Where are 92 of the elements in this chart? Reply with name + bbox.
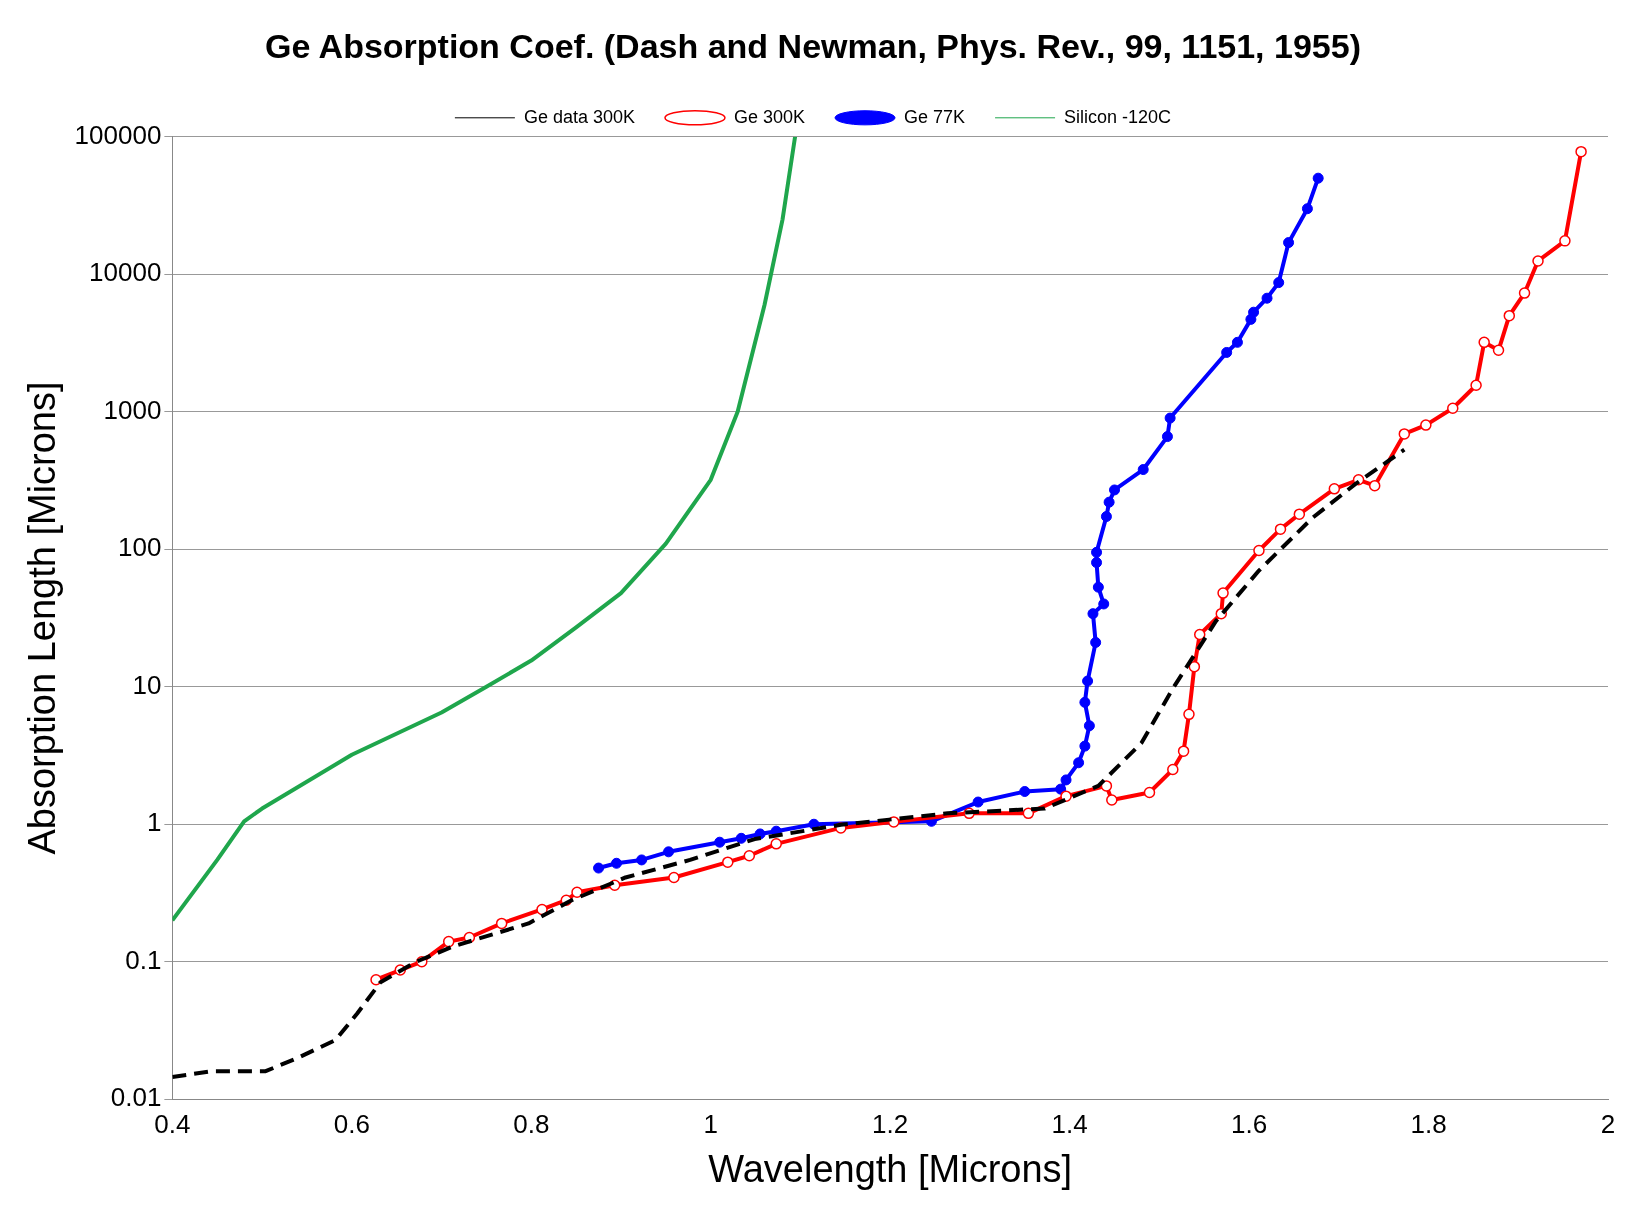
legend-label: Silicon -120C [1064, 106, 1172, 127]
point [1167, 763, 1179, 776]
legend-label: Ge 77K [904, 106, 966, 127]
x-tick-label: 1.2 [872, 1108, 909, 1139]
x-tick-label: 1.8 [1410, 1108, 1447, 1139]
point [1091, 546, 1103, 558]
point [1055, 783, 1067, 795]
point [1575, 145, 1587, 158]
point [636, 854, 648, 866]
x-tick-label: 2 [1600, 1108, 1616, 1139]
point [668, 871, 680, 884]
chart-title: Ge Absorption Coef. (Dash and Newman, Phys. Rev., 99, 1151, 1955) [265, 26, 1361, 65]
point [536, 903, 548, 916]
point [442, 935, 455, 948]
x-tick-label: 0.8 [513, 1108, 550, 1139]
line-series [172, 447, 1407, 1080]
point [1368, 479, 1381, 492]
x-tick-label: 1 [703, 1108, 718, 1139]
y-tick-label: 0.1 [125, 944, 162, 975]
point [1183, 708, 1195, 721]
point [1470, 379, 1482, 391]
point [611, 857, 623, 869]
y-tick-label: 1 [146, 807, 162, 838]
point [1193, 628, 1206, 641]
point [743, 849, 756, 862]
point [1019, 786, 1031, 797]
y-tick-label: 100000 [74, 119, 162, 150]
point [1083, 720, 1095, 732]
y-tick-label: 10000 [89, 257, 162, 288]
point [1164, 412, 1176, 424]
point [1221, 346, 1233, 358]
point [571, 886, 583, 899]
y-tick-label: 1000 [103, 394, 162, 425]
point [722, 856, 734, 868]
point [663, 846, 675, 858]
point [1253, 544, 1265, 557]
point [1082, 675, 1094, 687]
point [1261, 292, 1273, 304]
point [1273, 277, 1285, 289]
point [1103, 496, 1115, 508]
point [1022, 807, 1035, 820]
point [1098, 598, 1110, 610]
point [1092, 581, 1104, 593]
y-tick-label: 100 [117, 532, 162, 563]
y-axis-title: Absorption Length [Microns] [21, 381, 64, 855]
point [1503, 309, 1516, 322]
point [1312, 172, 1324, 184]
x-tick-label: 0.6 [333, 1108, 370, 1139]
point [370, 973, 382, 986]
point [1079, 696, 1091, 708]
point [1447, 402, 1459, 415]
legend-label: Ge 300K [733, 106, 806, 127]
point [1100, 511, 1112, 523]
point [1301, 203, 1313, 215]
point [770, 838, 782, 850]
point [1283, 237, 1295, 249]
point [1106, 794, 1118, 806]
point [1492, 344, 1505, 357]
point [735, 832, 747, 844]
point [1518, 287, 1531, 299]
point [1161, 431, 1173, 443]
point [1293, 508, 1306, 520]
point [1398, 428, 1411, 440]
point [1090, 636, 1102, 648]
point [972, 796, 984, 808]
point [1478, 336, 1490, 349]
point [1137, 464, 1149, 476]
point [1559, 235, 1571, 247]
point [1274, 523, 1287, 535]
x-tick-label: 1.4 [1051, 1108, 1088, 1139]
x-axis-title: Wavelength [Microns] [708, 1147, 1073, 1190]
point [1328, 483, 1341, 495]
point [1420, 419, 1432, 431]
point [1248, 306, 1260, 318]
point [1231, 336, 1243, 348]
y-tick-label: 10 [132, 669, 162, 700]
point [1079, 740, 1091, 752]
point [1073, 757, 1085, 769]
point [1091, 557, 1103, 569]
x-tick-label: 1.6 [1231, 1108, 1268, 1139]
point [1087, 608, 1099, 620]
point [1060, 774, 1072, 786]
point [1188, 660, 1201, 673]
point [1143, 786, 1156, 799]
point [495, 917, 508, 930]
point [1177, 745, 1190, 757]
point [593, 862, 605, 874]
point [714, 836, 726, 848]
point [1532, 255, 1544, 267]
point [1217, 587, 1229, 599]
legend-label: Ge data 300K [523, 106, 635, 127]
point [1109, 484, 1120, 496]
